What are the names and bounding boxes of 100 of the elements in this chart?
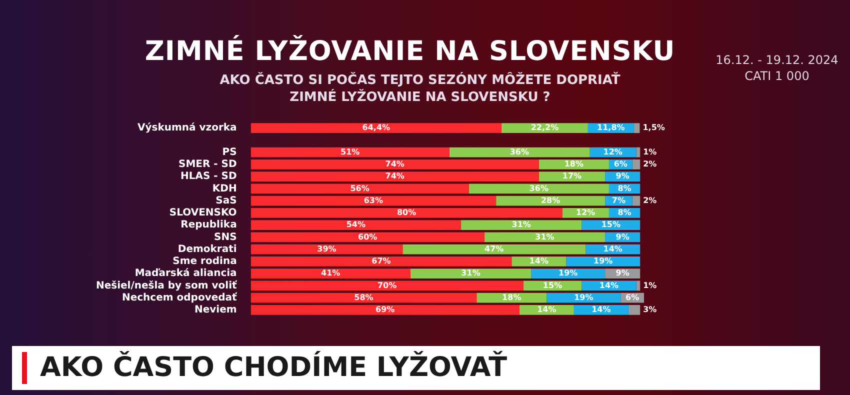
data-label: 36% [529, 184, 548, 193]
data-label: 14% [592, 305, 611, 314]
data-label: 14% [599, 280, 619, 290]
bar [250, 220, 462, 230]
bar [250, 244, 403, 254]
data-label: 31% [512, 220, 531, 230]
y-tick-label: Sme rodina [172, 256, 237, 268]
bar [250, 196, 496, 206]
data-label: 6% [626, 292, 640, 302]
bar [566, 256, 640, 266]
bar [628, 304, 640, 315]
y-tick-label: SLOVENSKO [169, 208, 237, 219]
y-tick-label: Republika [180, 220, 237, 231]
bar [250, 208, 562, 218]
data-label: 14% [537, 305, 556, 314]
bar [250, 268, 410, 279]
data-label: 47% [484, 244, 504, 254]
data-label: 9% [616, 232, 630, 242]
y-tick-label: SaS [216, 195, 237, 206]
bar [449, 147, 590, 158]
bar [250, 184, 469, 194]
data-label: 28% [540, 196, 560, 205]
y-tick-label: Maďarská aliancia [134, 268, 237, 280]
data-label: 70% [377, 280, 397, 290]
y-tick-label: SNS [214, 232, 237, 243]
y-tick-label: Demokrati [178, 244, 237, 255]
data-label: 12% [576, 208, 596, 218]
data-label: 15% [601, 220, 620, 230]
data-label: 74% [385, 172, 404, 181]
data-label: 74% [385, 160, 404, 169]
y-tick-label: Nechcem odpovedať [122, 291, 238, 304]
data-label: 31% [535, 232, 554, 242]
data-label: 15% [542, 280, 562, 290]
data-label: 54% [346, 220, 366, 230]
chart-subtitle: AKO ČASTO SI POČAS TEJTO SEZÓNY MÔŽETE DOPRIAŤ ZIMNÉ LYŽOVANIE NA SLOVENSKU ? [218, 72, 622, 106]
y-tick-label: KDH [212, 183, 237, 194]
data-label: 58% [354, 292, 374, 302]
y-tick-label: PS [222, 146, 237, 158]
data-label: 60% [358, 232, 378, 242]
data-label: 11,8% [597, 123, 625, 132]
data-label: 69% [376, 305, 395, 314]
y-tick-label: Neviem [194, 304, 237, 316]
bar [538, 159, 609, 170]
data-label: 8% [618, 184, 632, 193]
data-label: 56% [350, 184, 370, 193]
data-label: 36% [510, 147, 530, 156]
data-label: 39% [317, 244, 336, 254]
data-label: 9% [616, 172, 630, 181]
bar [402, 244, 586, 254]
bar [632, 196, 640, 206]
bar [250, 232, 484, 242]
data-label: 3% [643, 305, 657, 314]
bar [250, 304, 520, 315]
bar [461, 220, 582, 230]
data-label: 1% [643, 280, 657, 290]
bar [546, 292, 621, 303]
bar [636, 147, 640, 158]
bar [632, 159, 640, 170]
data-label: 14% [603, 244, 622, 254]
y-tick-label: SMER - SD [178, 159, 237, 170]
text: AKO ČASTO CHODÍME LYŽOVAŤ [40, 352, 508, 383]
y-tick-label: Výskumná vzorka [138, 122, 237, 134]
data-label: 22,2% [530, 123, 559, 132]
bar [250, 123, 502, 134]
data-label: 67% [372, 256, 391, 266]
data-label: 19% [594, 256, 613, 266]
bar [250, 280, 524, 291]
data-label: 80% [396, 208, 416, 218]
data-label: 19% [574, 292, 594, 302]
data-label: 9% [616, 268, 630, 278]
bar [468, 184, 609, 194]
data-label: 7% [612, 196, 626, 205]
bar [496, 196, 606, 206]
text: CATI 1 000 [744, 68, 810, 84]
data-label: 51% [340, 147, 360, 156]
bar [250, 292, 477, 303]
bar [410, 268, 532, 279]
data-label: 1,5% [642, 123, 665, 132]
data-label: 63% [364, 196, 384, 205]
data-label: 17% [562, 172, 582, 181]
bar [250, 172, 539, 182]
data-label: 1% [643, 147, 657, 156]
data-label: 2% [643, 196, 657, 205]
data-label: 8% [618, 208, 632, 218]
bar [250, 256, 512, 266]
bar [636, 280, 640, 291]
data-label: 14% [529, 256, 548, 266]
data-label: 18% [564, 160, 584, 169]
data-label: 41% [321, 268, 340, 278]
bar [538, 172, 606, 182]
data-label: 18% [502, 292, 522, 302]
bar [250, 159, 539, 170]
bar [250, 147, 450, 158]
data-label: 12% [603, 147, 622, 156]
data-label: 2% [643, 160, 657, 169]
data-label: 19% [558, 268, 578, 278]
bar [531, 268, 606, 279]
bar [634, 123, 640, 134]
chart-title: ZIMNÉ LYŽOVANIE NA SLOVENSKU [144, 36, 676, 67]
data-label: 64,4% [362, 123, 390, 132]
